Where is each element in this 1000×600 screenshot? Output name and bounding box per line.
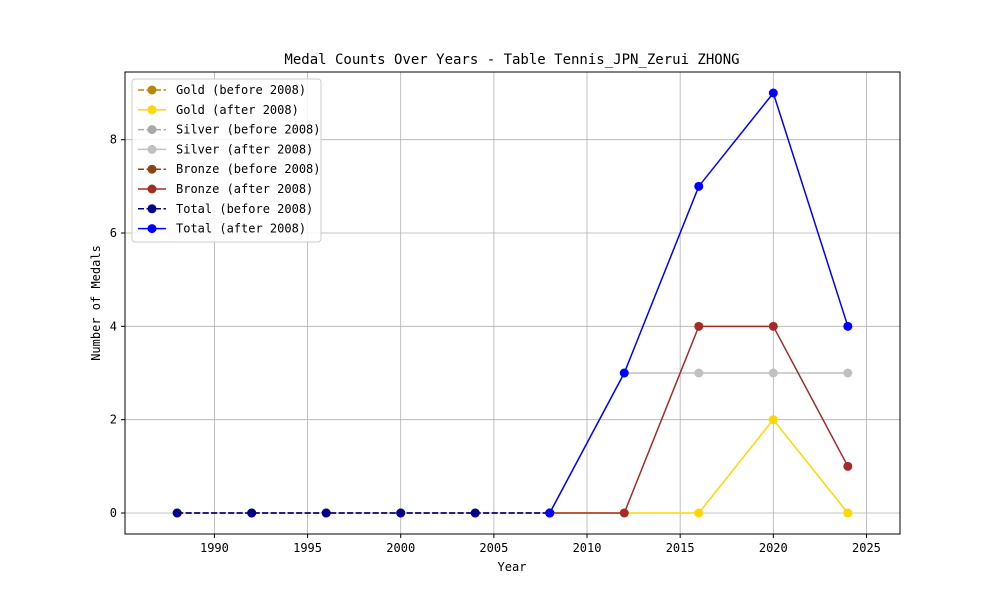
legend-entry: Total (before 2008) [176,202,313,216]
x-axis-label: Year [498,560,527,574]
series-point [247,508,257,518]
legend-entry: Bronze (before 2008) [176,162,321,176]
series-point [619,368,629,378]
series-point [768,321,778,331]
legend-entry: Gold (after 2008) [176,103,299,117]
legend-marker [147,164,157,174]
series-point [843,461,853,471]
series-line [549,372,848,514]
legend-frame [131,78,322,243]
legend-entry: Total (after 2008) [176,222,306,236]
legend-marker [147,85,157,95]
series-point [172,508,182,518]
series-point [843,321,853,331]
legend-marker [147,125,157,135]
series-point [768,415,778,425]
legend: Gold (before 2008) Gold (after 2008) Silve… [131,78,322,243]
x-tick-label: 1990 [200,541,229,555]
series-point [396,508,406,518]
ticks: 1990 1995 2000 2005 2010 2015 2020 2025 0 2 4 6 8 [110,133,881,555]
series-point [694,508,704,518]
series-point [768,368,778,378]
series-point [619,508,629,518]
series-layer [172,88,853,518]
x-tick-label: 2025 [852,541,881,555]
plot-frame [124,71,901,535]
series-point [694,181,704,191]
series-point [694,321,704,331]
legend-entry: Silver (after 2008) [176,142,313,156]
x-tick-label: 2000 [386,541,415,555]
x-tick-label: 1995 [293,541,322,555]
x-tick-label: 2005 [479,541,508,555]
legend-marker [147,184,157,194]
chart-title: Medal Counts Over Years - Table Tennis_J… [284,52,739,68]
series-point [321,508,331,518]
legend-marker [147,204,157,214]
y-tick-label: 4 [110,319,117,333]
legend-entry: Gold (before 2008) [176,83,306,97]
y-tick-label: 0 [110,506,117,520]
series-point [694,368,704,378]
y-tick-label: 8 [110,133,117,147]
y-tick-label: 6 [110,226,117,240]
series-point [843,508,853,518]
x-tick-label: 2015 [666,541,695,555]
series-point [768,88,778,98]
x-tick-label: 2020 [759,541,788,555]
x-tick-label: 2010 [573,541,602,555]
legend-marker [147,224,157,234]
legend-marker [147,105,157,115]
series-line [549,418,849,514]
y-axis-label: Number of Medals [89,245,103,361]
legend-entry: Bronze (after 2008) [176,182,313,196]
series-point [843,368,853,378]
legend-marker [147,144,157,154]
series-point [545,508,555,518]
series-point [470,508,480,518]
legend-entry: Silver (before 2008) [176,123,321,137]
y-tick-label: 2 [110,413,117,427]
series-line [549,91,849,514]
